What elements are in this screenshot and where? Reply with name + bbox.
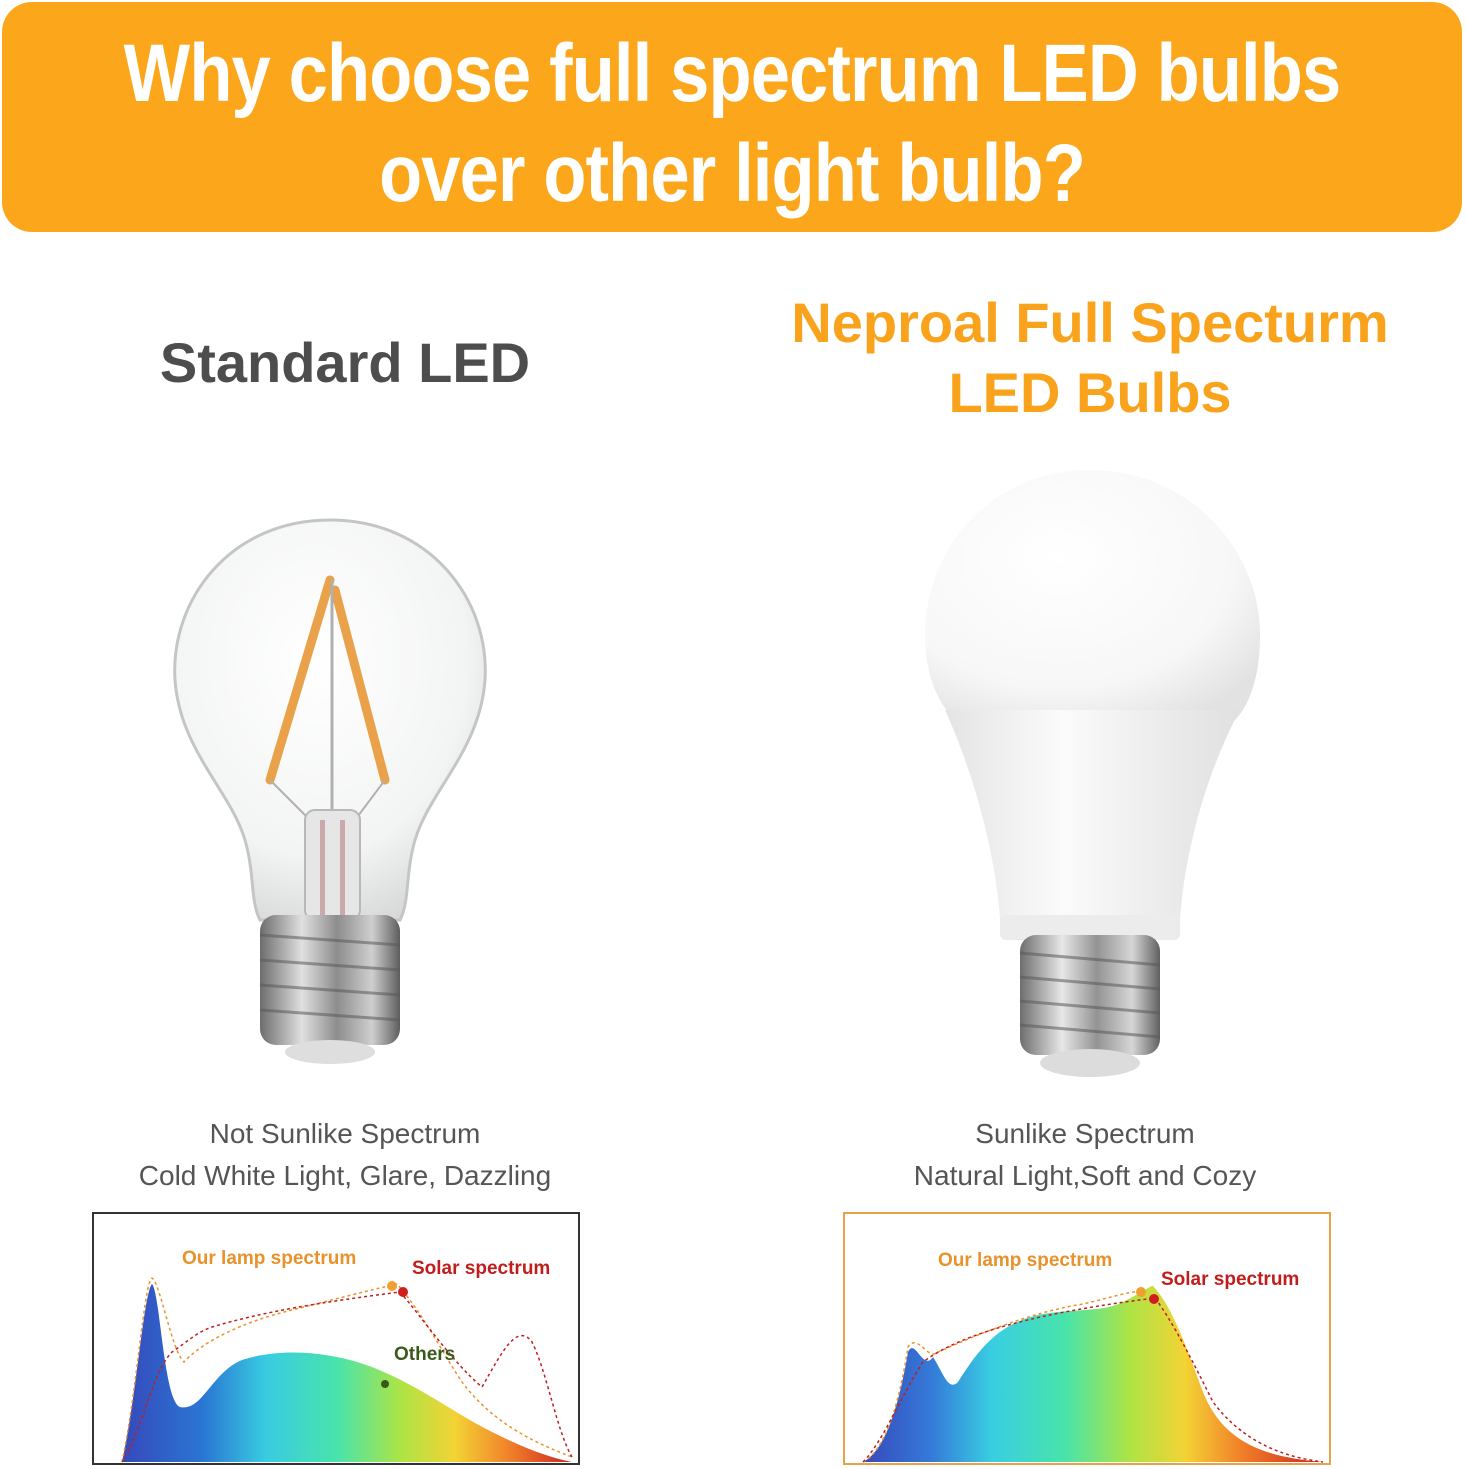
title-banner: Why choose full spectrum LED bulbs over … (2, 2, 1462, 232)
standard-led-caption-line2: Cold White Light, Glare, Dazzling (138, 1160, 552, 1191)
standard-led-heading: Standard LED (159, 331, 531, 394)
full-spectrum-chart: Our lamp spectrum Solar spectrum (843, 1212, 1331, 1465)
banner-title-line1: Why choose full spectrum LED bulbs (123, 28, 1342, 119)
lamp-spectrum-label-right: Our lamp spectrum (938, 1250, 1112, 1271)
neproal-heading-line1: Neproal Full Specturm (791, 291, 1389, 354)
solar-spectrum-dot-right (1149, 1294, 1159, 1304)
lamp-spectrum-label: Our lamp spectrum (182, 1248, 356, 1269)
full-spectrum-area (863, 1285, 1323, 1462)
solar-spectrum-dot (398, 1287, 408, 1297)
lamp-spectrum-line-right (862, 1290, 1144, 1463)
neproal-heading: Neproal Full Specturm LED Bulbs (740, 288, 1440, 428)
neproal-caption-line2: Natural Light,Soft and Cozy (913, 1160, 1257, 1191)
neproal-caption: Sunlike Spectrum Natural Light,Soft and … (800, 1113, 1370, 1197)
lamp-spectrum-dot (387, 1281, 397, 1291)
lamp-spectrum-dot-right (1136, 1287, 1146, 1297)
standard-spectrum-area (122, 1284, 572, 1462)
others-label: Others (394, 1344, 455, 1365)
banner-title-line2: over other light bulb? (379, 128, 1086, 219)
lamp-spectrum-line (121, 1277, 573, 1463)
neproal-heading-line2: LED Bulbs (948, 361, 1232, 424)
solar-spectrum-label: Solar spectrum (412, 1258, 550, 1279)
standard-led-caption-line1: Not Sunlike Spectrum (209, 1118, 481, 1149)
others-dot (381, 1380, 389, 1388)
standard-led-caption: Not Sunlike Spectrum Cold White Light, G… (60, 1113, 630, 1197)
solar-spectrum-label-right: Solar spectrum (1161, 1269, 1299, 1290)
solar-spectrum-line-right (862, 1297, 1324, 1463)
neproal-caption-line1: Sunlike Spectrum (975, 1118, 1195, 1149)
frosted-led-bulb-icon (925, 470, 1260, 1077)
standard-spectrum-chart: Our lamp spectrum Solar spectrum Others (92, 1212, 580, 1465)
clear-filament-bulb-icon (173, 518, 487, 1064)
